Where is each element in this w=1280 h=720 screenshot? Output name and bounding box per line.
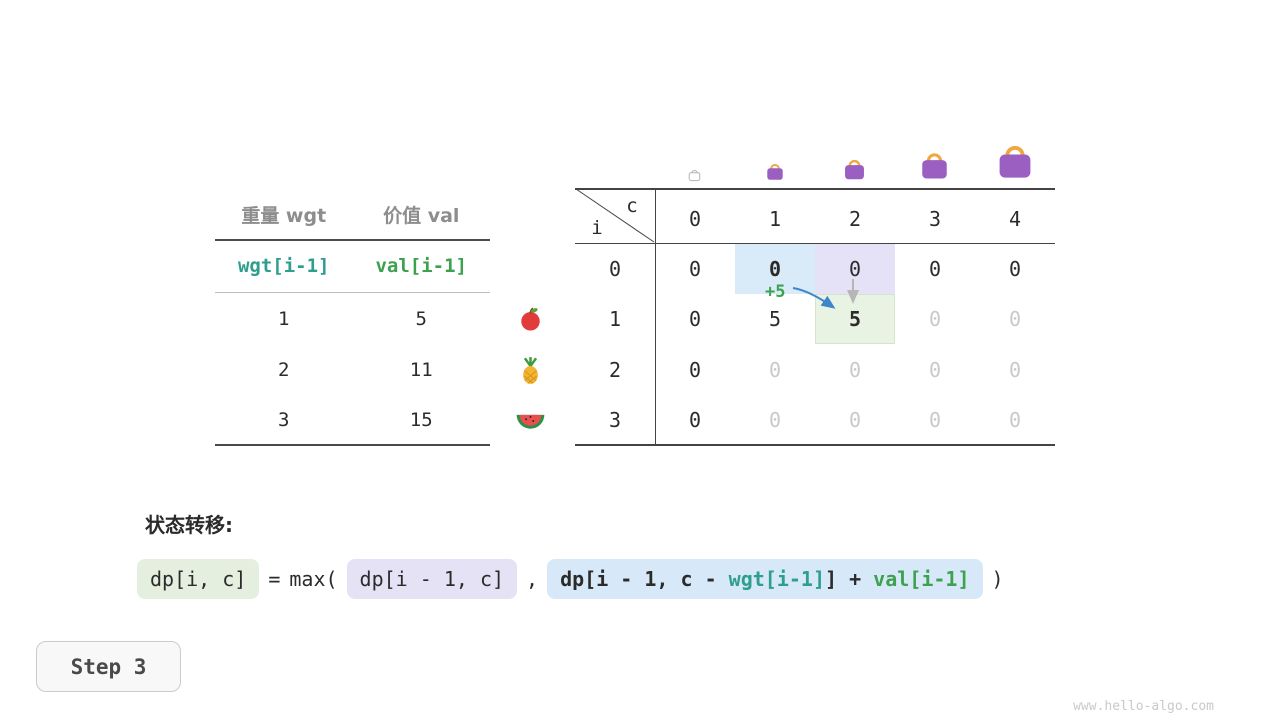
- dp-row-header-3: 3: [608, 408, 622, 432]
- items-table-var-row: wgt[i-1] val[i-1]: [215, 241, 490, 291]
- items-table-header-line: [215, 239, 490, 241]
- pineapple-icon: [514, 354, 546, 386]
- bag-icon-capacity-1: [764, 160, 786, 186]
- dp-table-top-line: [575, 188, 1055, 190]
- dp-row-header-1: 1: [608, 307, 622, 331]
- dp-cell-r3-c2: 0: [848, 408, 862, 432]
- dp-cell-r1-c3: 0: [928, 307, 942, 331]
- take-term-val: val[i-1]: [873, 567, 970, 591]
- item1-weight: 1: [278, 307, 290, 330]
- dp-table-header-line: [575, 243, 1055, 244]
- items-table-row-3: 3 15: [215, 395, 490, 445]
- col-var-label: c: [626, 195, 638, 217]
- dp-cell-r2-c4: 0: [1008, 358, 1022, 382]
- dp-cell-r0-c4: 0: [1008, 257, 1022, 281]
- dp-cell-r0-c1: 0: [735, 244, 815, 294]
- formula-keep-term: dp[i - 1, c]: [346, 559, 518, 599]
- formula-take-term: dp[i - 1, c - wgt[i-1]] + val[i-1]: [547, 559, 983, 599]
- watermelon-icon: [514, 405, 546, 437]
- item3-value: 15: [409, 409, 433, 431]
- dp-cell-r2-c1: 0: [768, 358, 782, 382]
- step-badge: Step 3: [36, 641, 181, 692]
- items-table-divider: [215, 292, 490, 293]
- dp-col-header-4: 4: [1008, 207, 1022, 231]
- dp-col-header-1: 1: [768, 207, 782, 231]
- apple-icon: [514, 302, 546, 334]
- item2-value: 11: [409, 358, 433, 381]
- dp-col-header-3: 3: [928, 207, 942, 231]
- dp-cell-r0-c2: 0: [815, 244, 895, 294]
- val-var-label: val[i-1]: [375, 255, 467, 277]
- row-var-label: i: [591, 217, 603, 239]
- items-col-value-header: 价值 val: [383, 204, 460, 227]
- items-table-header: 重量 wgt 价值 val: [215, 190, 490, 238]
- formula-lhs: dp[i, c]: [137, 559, 260, 599]
- items-table-row-2: 2 11: [215, 344, 490, 395]
- dp-cell-r1-c0: 0: [688, 307, 702, 331]
- formula-comma: ,: [526, 567, 539, 591]
- transition-title: 状态转移:: [145, 513, 233, 537]
- dp-cell-r0-c0: 0: [688, 257, 702, 281]
- take-term-prefix: dp[i - 1, c -: [560, 567, 729, 591]
- dp-row-header-0: 0: [608, 257, 622, 281]
- items-table-bottom-line: [215, 444, 490, 446]
- bag-icon-capacity-0: [687, 167, 702, 186]
- dp-cell-r2-c0: 0: [688, 358, 702, 382]
- dp-table-vertical-line: [655, 188, 656, 445]
- item1-value: 5: [415, 307, 427, 330]
- dp-cell-r1-c4: 0: [1008, 307, 1022, 331]
- bag-icon-capacity-3: [917, 147, 952, 186]
- take-term-wgt: wgt[i-1]: [728, 567, 825, 591]
- dp-row-header-2: 2: [608, 358, 622, 382]
- dp-cell-r3-c3: 0: [928, 408, 942, 432]
- dp-cell-r2-c2: 0: [848, 358, 862, 382]
- dp-cell-r1-c2: 5: [815, 294, 895, 344]
- item2-weight: 2: [278, 358, 290, 381]
- wgt-var-label: wgt[i-1]: [237, 255, 330, 277]
- bag-icon-capacity-2: [841, 155, 868, 186]
- dp-cell-r1-c1: 5: [768, 307, 782, 331]
- formula-max-open: max(: [289, 567, 338, 591]
- transition-gain-label: +5: [765, 282, 786, 302]
- dp-cell-r3-c4: 0: [1008, 408, 1022, 432]
- dp-cell-r2-c3: 0: [928, 358, 942, 382]
- formula-close: ): [991, 567, 1004, 591]
- watermark: www.hello-algo.com: [1073, 699, 1214, 714]
- items-col-weight-header: 重量 wgt: [241, 204, 327, 227]
- take-term-mid: ] +: [825, 567, 874, 591]
- dp-table-bottom-line: [575, 444, 1055, 446]
- dp-col-header-2: 2: [848, 207, 862, 231]
- transition-formula: dp[i, c] = max( dp[i - 1, c] , dp[i - 1,…: [137, 559, 1004, 599]
- dp-col-header-0: 0: [688, 207, 702, 231]
- bag-icon-capacity-4: [993, 138, 1037, 186]
- item3-weight: 3: [278, 409, 290, 431]
- dp-cell-r3-c0: 0: [688, 408, 702, 432]
- items-table-row-1: 1 5: [215, 293, 490, 344]
- formula-equals: =: [268, 567, 281, 591]
- dp-cell-r0-c3: 0: [928, 257, 942, 281]
- dp-cell-r3-c1: 0: [768, 408, 782, 432]
